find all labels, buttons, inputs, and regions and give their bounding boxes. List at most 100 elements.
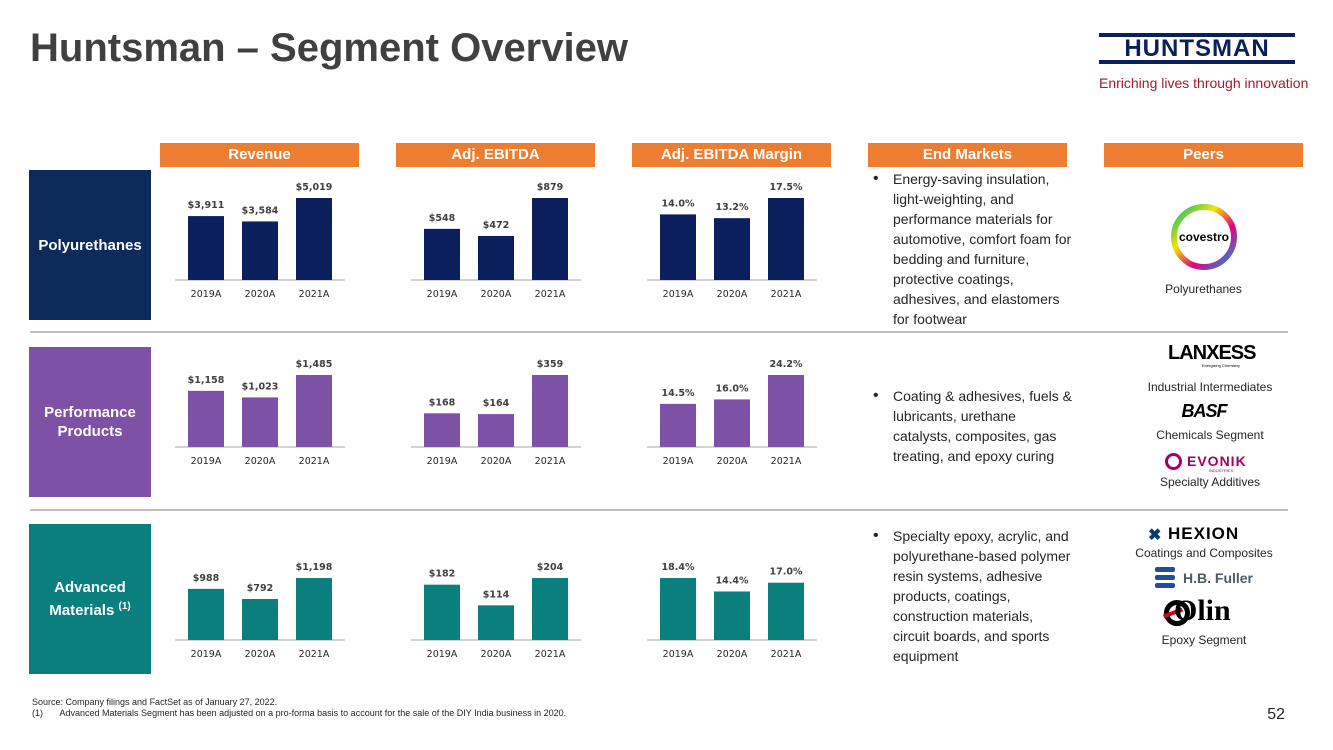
bar xyxy=(242,397,278,447)
data-label: 17.5% xyxy=(770,182,803,193)
hbfuller-wordmark: H.B. Fuller xyxy=(1183,570,1254,586)
data-label: $3,584 xyxy=(242,205,279,216)
segment-label-wrap: Advanced Materials (1) xyxy=(35,578,145,620)
header-adj-ebitda-margin: Adj. EBITDA Margin xyxy=(632,143,831,167)
x-tick-label: 2019A xyxy=(191,456,222,467)
bar xyxy=(660,214,696,280)
bar xyxy=(768,198,804,280)
olin-mark-icon xyxy=(1162,600,1190,626)
data-label: $1,198 xyxy=(296,562,333,573)
data-label: $879 xyxy=(537,182,563,193)
data-label: $1,485 xyxy=(296,359,333,370)
data-label: 17.0% xyxy=(770,567,803,578)
end-markets-text: Coating & adhesives, fuels & lubricants,… xyxy=(893,388,1072,464)
x-tick-label: 2021A xyxy=(299,649,330,660)
chart-advanced-revenue: $988 2019A $792 2020A $1,198 2021A xyxy=(175,562,345,660)
x-tick-label: 2019A xyxy=(663,289,694,300)
chart-performance-ebitda: $168 2019A $164 2020A $359 2021A xyxy=(411,359,581,467)
end-markets-text: Specialty epoxy, acrylic, and polyuretha… xyxy=(893,528,1071,664)
bar xyxy=(296,375,332,447)
data-label: $792 xyxy=(247,583,273,594)
footnote-1-marker: (1) xyxy=(32,708,43,718)
x-tick-label: 2021A xyxy=(535,289,566,300)
x-tick-label: 2019A xyxy=(663,456,694,467)
logo-wordmark: HUNTSMAN xyxy=(1124,35,1270,62)
bar xyxy=(188,216,224,280)
basf-logo: BASF xyxy=(1176,402,1232,421)
segment-label-text: Advanced Materials xyxy=(49,579,126,619)
source-note: Source: Company filings and FactSet as o… xyxy=(32,697,278,707)
page-number: 52 xyxy=(1267,706,1285,723)
bar xyxy=(714,399,750,447)
peer-caption-covestro: Polyurethanes xyxy=(1165,282,1242,296)
bar xyxy=(188,588,224,640)
bar xyxy=(532,375,568,447)
chart-polyurethanes-revenue: $3,911 2019A $3,584 2020A $5,019 2021A xyxy=(175,182,345,300)
bullet-dot: • xyxy=(873,527,879,544)
bar xyxy=(532,198,568,280)
hbfuller-logo: H.B. Fuller xyxy=(1155,567,1255,589)
data-label: $472 xyxy=(483,220,509,231)
segment-label-advanced-materials: Advanced Materials (1) xyxy=(29,524,151,674)
data-label: 14.0% xyxy=(662,198,695,209)
data-label: 14.5% xyxy=(662,388,695,399)
data-label: $114 xyxy=(483,589,510,600)
x-tick-label: 2020A xyxy=(717,649,748,660)
footnote-marker: (1) xyxy=(118,601,131,612)
bar xyxy=(660,403,696,447)
bar xyxy=(188,390,224,447)
data-label: 14.4% xyxy=(716,575,749,586)
x-tick-label: 2021A xyxy=(771,649,802,660)
data-label: 18.4% xyxy=(662,562,695,573)
covestro-wordmark: covestro xyxy=(1179,230,1229,244)
segment-label-polyurethanes: Polyurethanes xyxy=(29,170,151,320)
x-tick-label: 2019A xyxy=(663,649,694,660)
bar xyxy=(296,198,332,280)
end-markets-text: Energy-saving insulation, light-weightin… xyxy=(893,171,1072,327)
bar xyxy=(714,591,750,640)
logo-tagline: Enriching lives through innovation xyxy=(1099,75,1309,91)
row-divider xyxy=(30,331,1288,333)
x-tick-label: 2020A xyxy=(717,456,748,467)
x-tick-label: 2020A xyxy=(245,456,276,467)
hexion-wordmark: HEXION xyxy=(1168,524,1240,543)
bar xyxy=(424,228,460,280)
page-title: Huntsman – Segment Overview xyxy=(30,26,628,70)
bar xyxy=(478,605,514,640)
x-tick-label: 2020A xyxy=(481,289,512,300)
data-label: $182 xyxy=(429,569,455,580)
lanxess-logo: LANXESS Energizing Chemistry xyxy=(1168,342,1256,368)
footnote-1-text: Advanced Materials Segment has been adju… xyxy=(59,708,567,718)
evonik-mark-icon xyxy=(1165,453,1182,470)
data-label: 24.2% xyxy=(770,359,803,370)
data-label: 16.0% xyxy=(716,383,749,394)
x-tick-label: 2019A xyxy=(191,649,222,660)
covestro-logo: covestro xyxy=(1171,204,1237,270)
hbfuller-mark-icon xyxy=(1155,567,1175,588)
huntsman-logo: HUNTSMAN Enriching lives through innovat… xyxy=(1099,30,1308,91)
evonik-subtitle: INDUSTRIES xyxy=(1209,468,1234,473)
bar xyxy=(424,584,460,640)
peer-caption-lanxess: Industrial Intermediates xyxy=(1147,380,1273,394)
end-markets-performance-products: • Coating & adhesives, fuels & lubricant… xyxy=(873,386,1073,466)
hexion-mark-icon: ✖ xyxy=(1148,527,1162,544)
peer-caption-basf: Chemicals Segment xyxy=(1156,428,1264,442)
evonik-logo: EVONIK INDUSTRIES xyxy=(1165,452,1246,473)
chart-performance-revenue: $1,158 2019A $1,023 2020A $1,485 2021A xyxy=(175,359,345,467)
lanxess-wordmark: LANXESS xyxy=(1168,342,1256,364)
segment-label-text: Performance Products xyxy=(44,404,136,440)
chart-advanced-margin: 18.4% 2019A 14.4% 2020A 17.0% 2021A xyxy=(647,562,817,660)
bar xyxy=(768,582,804,640)
x-tick-label: 2019A xyxy=(427,456,458,467)
row-divider xyxy=(30,509,1288,511)
x-tick-label: 2020A xyxy=(481,649,512,660)
data-label: 13.2% xyxy=(716,202,749,213)
x-tick-label: 2019A xyxy=(191,289,222,300)
header-end-markets: End Markets xyxy=(868,143,1067,167)
header-peers: Peers xyxy=(1104,143,1303,167)
peer-caption-evonik: Specialty Additives xyxy=(1159,475,1261,489)
peer-caption-olin: Epoxy Segment xyxy=(1161,633,1247,647)
data-label: $1,023 xyxy=(242,381,279,392)
bullet-dot: • xyxy=(873,387,879,404)
bar xyxy=(478,235,514,280)
